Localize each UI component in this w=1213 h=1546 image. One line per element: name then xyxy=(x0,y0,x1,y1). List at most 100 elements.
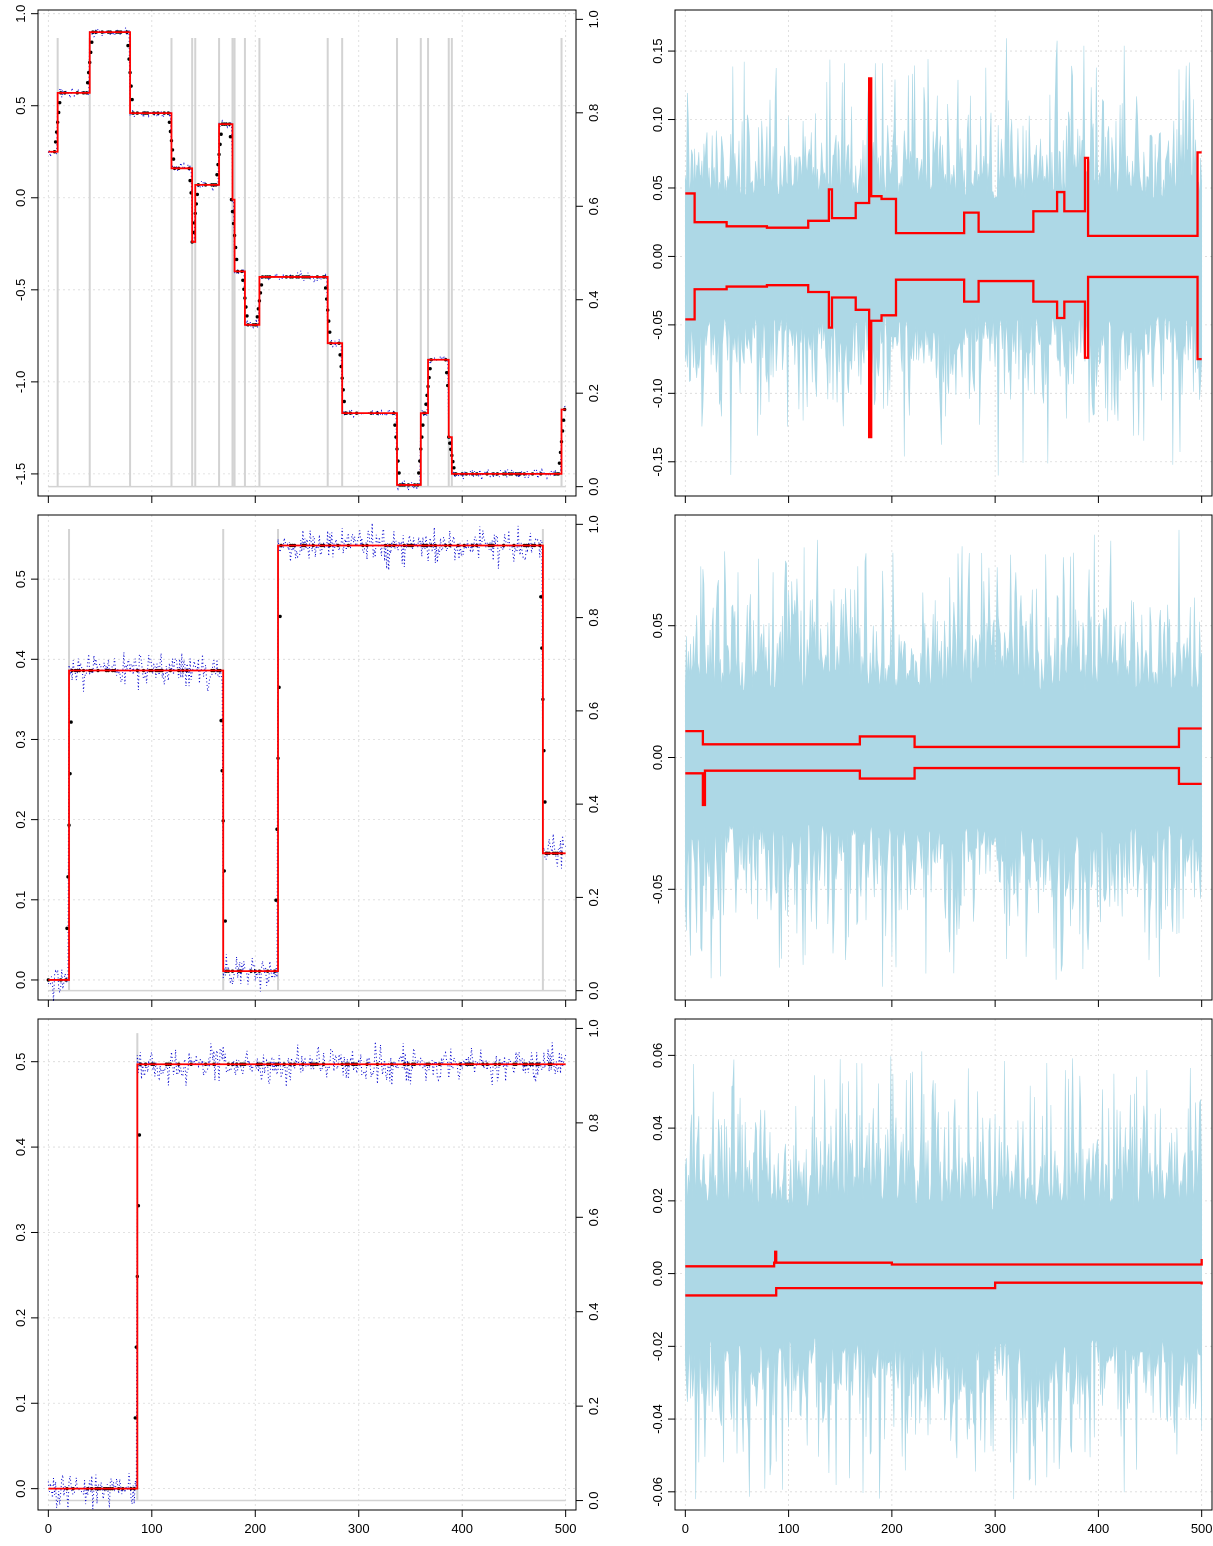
fitted-point xyxy=(219,718,223,723)
y2-tick-label: 0.8 xyxy=(586,609,601,627)
plot-frame xyxy=(37,514,577,1001)
y-tick-label: 0.5 xyxy=(13,1053,28,1071)
fitted-point xyxy=(219,132,223,136)
series-fitted-points xyxy=(46,543,564,982)
y2-tick-label: 0.0 xyxy=(586,478,601,496)
y-tick-label: -1.5 xyxy=(13,463,28,485)
y-tick-label: 0.00 xyxy=(650,745,665,770)
panel-bottom-left: 0 100 200 300 400 500 0.0 0.1 0.2 0.3 0.4 0.5 0.0 0.2… xyxy=(13,1018,601,1536)
upper-bound-line xyxy=(685,727,1202,749)
y-tick-label: 0.4 xyxy=(13,650,28,668)
fitted-point xyxy=(69,720,73,724)
fitted-point xyxy=(245,314,249,318)
y2-tick-label: 0.8 xyxy=(586,1114,601,1132)
fitted-point xyxy=(126,43,130,48)
panel-middle-right: -0.05 0.00 0.05 xyxy=(650,514,1213,1007)
series-step-fit xyxy=(48,544,566,981)
y-tick-label: -0.5 xyxy=(13,279,28,301)
plot-frame xyxy=(674,1018,1213,1511)
fitted-point xyxy=(215,173,219,177)
fitted-point xyxy=(561,418,566,422)
series-step-fit xyxy=(48,1063,566,1490)
fitted-point xyxy=(241,278,245,283)
y-tick-label: -0.05 xyxy=(650,310,665,340)
y-tick-label: -1.0 xyxy=(13,371,28,393)
upper-bound-line xyxy=(685,1250,1203,1268)
y2-tick-label: 0.6 xyxy=(586,702,601,720)
y-tick-label: 0.00 xyxy=(650,244,665,269)
lower-bound-line xyxy=(685,275,1202,439)
fitted-point xyxy=(65,926,69,931)
y-tick-label: 0.5 xyxy=(13,97,28,115)
y2-tick-label: 0.6 xyxy=(586,197,601,215)
y-tick-label: 0.3 xyxy=(13,730,28,748)
fitted-point xyxy=(234,257,239,262)
plot-frame xyxy=(37,1018,577,1511)
y-tick-label: 0.05 xyxy=(650,613,665,638)
y-tick-label: -0.15 xyxy=(650,447,665,477)
y-tick-label: -0.02 xyxy=(650,1332,665,1362)
panel-top-right: -0.15 -0.10 -0.05 0.00 0.05 0.10 0.15 xyxy=(650,9,1213,503)
fitted-point xyxy=(274,898,278,902)
fitted-point xyxy=(137,1133,142,1137)
fitted-point xyxy=(543,800,547,804)
y2-tick-label: 0.8 xyxy=(586,104,601,122)
fitted-point xyxy=(223,919,227,923)
y-tick-label: 0.1 xyxy=(13,1394,28,1412)
x-tick-label: 200 xyxy=(244,1521,266,1536)
y2-tick-label: 0.4 xyxy=(586,795,601,813)
fitted-point xyxy=(444,370,449,375)
x-tick-label: 500 xyxy=(1191,1521,1213,1536)
y2-tick-label: 0.4 xyxy=(586,1303,601,1321)
fitted-point xyxy=(230,209,235,214)
fitted-point xyxy=(448,441,452,445)
fitted-point xyxy=(421,423,425,427)
fitted-point xyxy=(130,97,134,102)
fitted-point xyxy=(417,471,421,475)
y-tick-label: -0.04 xyxy=(650,1404,665,1434)
y-tick-label: 0.0 xyxy=(13,1480,28,1498)
x-tick-label: 400 xyxy=(451,1521,473,1536)
y2-tick-label: 0.6 xyxy=(586,1208,601,1226)
y2-tick-label: 0.4 xyxy=(586,291,601,309)
y-tick-label: 0.06 xyxy=(650,1043,665,1068)
y-tick-label: -0.10 xyxy=(650,379,665,409)
y2-tick-label: 1.0 xyxy=(586,1019,601,1037)
noise-band-area xyxy=(684,38,1202,476)
fitted-point xyxy=(342,399,346,404)
plot-frame xyxy=(37,9,577,497)
plot-frame xyxy=(674,514,1213,1001)
fitted-point xyxy=(255,315,260,319)
y-tick-label: 0.02 xyxy=(650,1188,665,1213)
fitted-point xyxy=(393,423,397,427)
y2-tick-label: 1.0 xyxy=(586,10,601,28)
series-fitted-points xyxy=(65,1062,553,1491)
fitted-point xyxy=(328,330,332,334)
y-tick-label: 0.04 xyxy=(650,1115,665,1140)
y-tick-label: 0.00 xyxy=(650,1261,665,1286)
fitted-point xyxy=(428,366,432,371)
fitted-point xyxy=(338,353,342,357)
y2-tick-label: 0.2 xyxy=(586,888,601,906)
x-tick-label: 0 xyxy=(682,1521,689,1536)
fitted-point xyxy=(53,140,58,144)
fitted-point xyxy=(228,135,233,139)
y-tick-label: 0.4 xyxy=(13,1138,28,1156)
plot-frame xyxy=(674,9,1213,497)
upper-bound-line xyxy=(685,77,1202,238)
x-tick-label: 400 xyxy=(1088,1521,1110,1536)
fitted-point xyxy=(188,178,192,183)
series-observed-dotted xyxy=(47,26,567,491)
panel-middle-left: 0.0 0.1 0.2 0.3 0.4 0.5 0.0 0.2 0.4 0.6 0.8 1.0 xyxy=(13,514,601,1007)
noise-band-area xyxy=(684,1051,1202,1500)
fitted-point xyxy=(539,595,543,599)
x-tick-label: 100 xyxy=(141,1521,163,1536)
y2-tick-label: 1.0 xyxy=(586,515,601,533)
y-tick-label: 0.0 xyxy=(13,189,28,207)
fitted-point xyxy=(58,100,62,105)
x-tick-label: 500 xyxy=(555,1521,577,1536)
y-tick-label: 0.1 xyxy=(13,891,28,909)
panel-bottom-right: 0 100 200 300 400 500 -0.06 -0.04 -0.02 0.00 0.02 0… xyxy=(650,1018,1213,1536)
y-tick-label: 0.15 xyxy=(650,38,665,63)
y-tick-label: 0.10 xyxy=(650,107,665,132)
